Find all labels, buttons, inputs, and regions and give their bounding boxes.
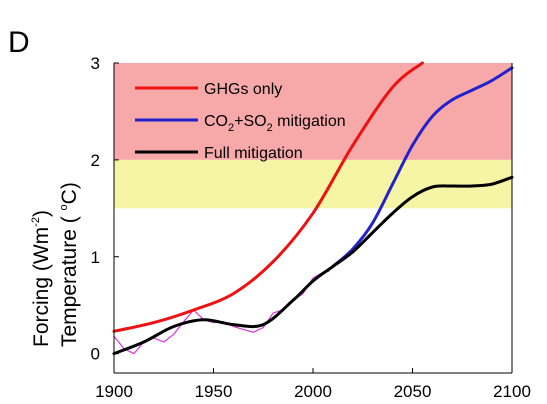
legend-label-part: +SO	[234, 113, 266, 130]
x-tick-label: 2100	[493, 382, 531, 401]
x-tick-label: 2050	[394, 382, 432, 401]
series-line-0	[112, 61, 424, 333]
y-tick-label: 1	[91, 248, 100, 267]
y-tick-label: 0	[91, 345, 100, 364]
threshold-bands	[114, 63, 512, 209]
series-lines	[112, 61, 514, 356]
legend-label-part: mitigation	[273, 113, 346, 130]
y-axis-label-temperature-text: Temperature (	[58, 210, 81, 347]
y-axis-label-forcing: Forcing (Wm-2)	[30, 210, 53, 347]
legend-label-1: CO2+SO2 mitigation	[204, 113, 346, 134]
legend-label-part: CO	[204, 113, 228, 130]
x-tick-label: 2000	[294, 382, 332, 401]
band-1	[114, 159, 512, 209]
y-axis-label-temperature: Temperature ( oC)	[58, 182, 81, 347]
y-tick-label: 3	[91, 54, 100, 73]
y-axis-label-temperature-sup: o	[58, 204, 70, 210]
y-axis-label-temperature-end: C)	[58, 182, 81, 204]
series-line-2	[112, 175, 514, 356]
series-line-1	[331, 66, 514, 268]
y-axis-label-forcing-text: Forcing (Wm	[30, 227, 53, 347]
band-0	[114, 63, 512, 160]
legend-label-2: Full mitigation	[204, 145, 303, 162]
y-axis-label-forcing-end: )	[30, 210, 53, 217]
panel-label: D	[8, 26, 30, 59]
y-tick-label: 2	[91, 151, 100, 170]
y-axis-label-forcing-sup: -2	[30, 217, 42, 227]
legend-label-part: 2	[267, 122, 273, 134]
legend-label-part: 2	[228, 122, 234, 134]
x-tick-label: 1900	[95, 382, 133, 401]
ticks: 1900 1950 2000 2050 2100 0 1 2 3	[91, 54, 531, 401]
x-tick-label: 1950	[195, 382, 233, 401]
legend-label-0: GHGs only	[204, 81, 282, 98]
